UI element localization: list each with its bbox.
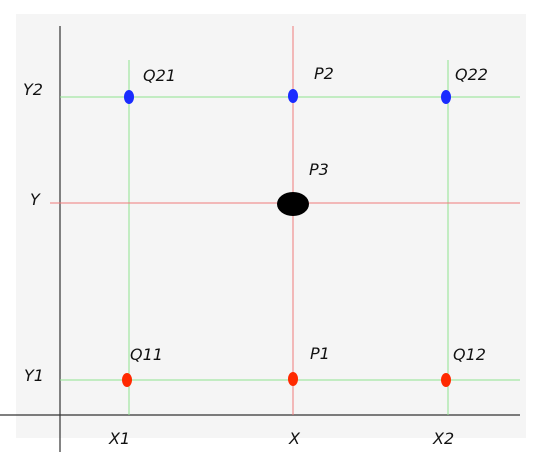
label-q22: Q22 — [455, 65, 488, 84]
point-p1 — [288, 372, 298, 386]
label-y2: Y2 — [23, 80, 43, 99]
label-x1: X1 — [108, 429, 130, 448]
point-p2 — [288, 89, 298, 103]
point-q11 — [122, 373, 132, 387]
label-q12: Q12 — [453, 345, 486, 364]
label-y1: Y1 — [24, 366, 44, 385]
label-q21: Q21 — [143, 66, 176, 85]
point-q12 — [441, 373, 451, 387]
background-panel — [16, 14, 526, 438]
label-x2: X2 — [432, 429, 454, 448]
label-x: X — [288, 429, 301, 448]
label-p3: P3 — [309, 160, 329, 179]
label-p2: P2 — [314, 64, 334, 83]
label-p1: P1 — [310, 344, 330, 363]
point-p3 — [277, 192, 309, 216]
label-q11: Q11 — [130, 345, 163, 364]
point-q21 — [124, 90, 134, 104]
label-y: Y — [30, 190, 41, 209]
point-q22 — [441, 90, 451, 104]
